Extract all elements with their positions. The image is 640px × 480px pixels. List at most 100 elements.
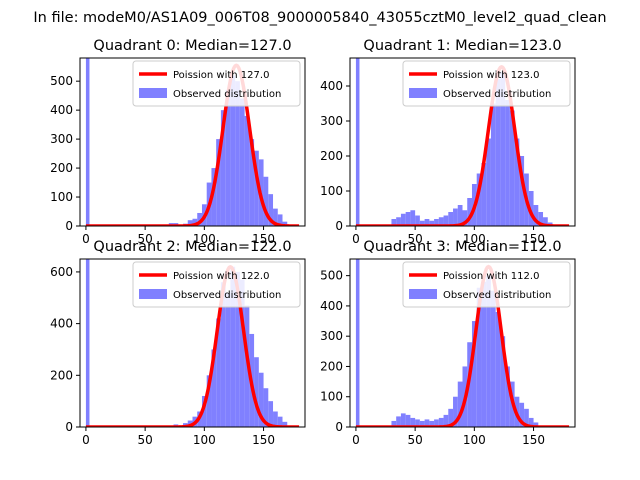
axes-frame: [349, 57, 576, 227]
legend-bar-swatch: [139, 289, 167, 299]
y-tick-label: 400: [50, 317, 73, 331]
panel-2: 0 50 100 150 0 200 400 600 Quadrant 2: Median=12…: [50, 239, 306, 447]
x-tick-label: 100: [463, 232, 486, 246]
figure-suptitle: In file: modeM0/AS1A09_006T08_9000005840…: [33, 10, 606, 26]
x-tick-label: 0: [82, 232, 90, 246]
histogram-bar: [400, 413, 406, 427]
plot-area-2: [85, 259, 300, 427]
panel-title: Quadrant 3: Median=112.0: [363, 239, 561, 255]
histogram-bar: [438, 417, 444, 427]
histogram-bar: [495, 79, 501, 226]
histogram-bar: [85, 259, 90, 427]
histogram-bar: [254, 150, 259, 226]
histogram-bar: [457, 381, 463, 427]
panel-title: Quadrant 0: Median=127.0: [93, 38, 291, 54]
panel-title: Quadrant 1: Median=123.0: [363, 38, 561, 54]
histogram-bar: [277, 214, 283, 226]
histogram-bar: [434, 219, 439, 226]
histogram-bar: [495, 311, 501, 427]
histogram-bar: [211, 168, 217, 226]
x-tick-label: 100: [193, 232, 216, 246]
x-tick-label: 0: [82, 433, 90, 447]
legend-box: [132, 261, 301, 308]
histogram-bar: [505, 100, 510, 226]
y-tick-label: 200: [320, 149, 343, 163]
histogram-bar: [197, 212, 202, 226]
y-tick-label: 400: [320, 299, 343, 313]
poisson-line: [355, 65, 570, 226]
x-tick-label: 100: [193, 433, 216, 447]
legend-bar-swatch: [139, 88, 167, 98]
histogram-bar: [273, 411, 278, 427]
y-tick-label: 500: [50, 74, 73, 88]
histogram-bar: [471, 321, 477, 427]
histogram-bar: [509, 110, 515, 226]
legend-label-observed: Observed distribution: [173, 290, 281, 301]
histogram-bar: [476, 287, 482, 427]
histogram-bar: [277, 416, 283, 427]
histogram-bar: [244, 115, 250, 226]
histogram-bar: [457, 205, 463, 226]
y-tick-label: 100: [320, 184, 343, 198]
histogram-bar: [476, 173, 482, 226]
legend-bar-swatch: [409, 88, 437, 98]
histogram-bar: [405, 212, 411, 226]
histogram-bar: [424, 219, 430, 226]
legend-label-observed: Observed distribution: [173, 89, 281, 100]
histogram-bar: [543, 217, 548, 226]
y-tick-label: 300: [320, 329, 343, 343]
histogram-bar: [419, 420, 425, 427]
y-tick-label: 0: [335, 219, 343, 233]
plot-area-1: [355, 58, 570, 226]
histogram-bar: [211, 349, 217, 427]
axes-frame: [349, 258, 576, 428]
x-tick-label: 0: [352, 232, 360, 246]
histogram-bar: [519, 156, 525, 226]
axes-frame: [79, 258, 306, 428]
y-tick-label: 300: [50, 132, 73, 146]
histogram-bar: [225, 292, 231, 427]
histogram-bar: [355, 58, 360, 226]
x-tick-label: 50: [407, 433, 422, 447]
histogram-bar: [462, 210, 468, 226]
histogram-bar: [448, 212, 454, 226]
histogram-bar: [481, 163, 487, 226]
legend-label-poisson: Poission with 123.0: [443, 70, 539, 81]
y-tick-label: 500: [320, 269, 343, 283]
histogram-bar: [85, 58, 90, 226]
histogram-bar: [519, 402, 525, 427]
x-tick-label: 50: [137, 232, 152, 246]
histogram-bar: [415, 419, 420, 427]
histogram-bar: [505, 366, 510, 427]
legend-label-observed: Observed distribution: [443, 290, 551, 301]
histogram-bar: [528, 191, 534, 226]
histogram-bar: [230, 266, 236, 427]
panel-title: Quadrant 2: Median=122.0: [93, 239, 291, 255]
histogram-bar: [443, 414, 449, 427]
panel-0: 0 50 100 150 0 100 200 300 400 500 Quadrant 0: Med…: [50, 38, 306, 246]
histogram-bar: [453, 396, 458, 427]
histogram-bar: [391, 420, 397, 427]
histogram-bar: [486, 275, 491, 427]
histogram-bar: [424, 419, 430, 427]
histogram-bar: [254, 357, 259, 427]
histogram-bar: [429, 420, 435, 427]
y-tick-label: 200: [320, 359, 343, 373]
histogram-bar: [500, 336, 506, 427]
histogram-bar: [230, 75, 236, 226]
histogram-bar: [396, 416, 401, 427]
histogram-bar: [453, 208, 458, 226]
histogram-bar: [410, 210, 416, 226]
histogram-bar: [268, 401, 274, 427]
histogram-bar: [490, 290, 496, 427]
histogram-bar: [405, 414, 411, 427]
x-tick-label: 150: [252, 232, 275, 246]
histogram-bar: [438, 217, 444, 226]
panel-1: 0 50 100 150 0 100 200 300 400 Quadrant 1: Median…: [320, 38, 576, 246]
histogram-bar: [514, 138, 520, 226]
histogram-bar: [282, 221, 288, 226]
y-tick-label: 200: [50, 368, 73, 382]
histogram-bar: [533, 205, 539, 226]
histogram-bar: [490, 103, 496, 226]
histogram-bar: [187, 220, 193, 226]
